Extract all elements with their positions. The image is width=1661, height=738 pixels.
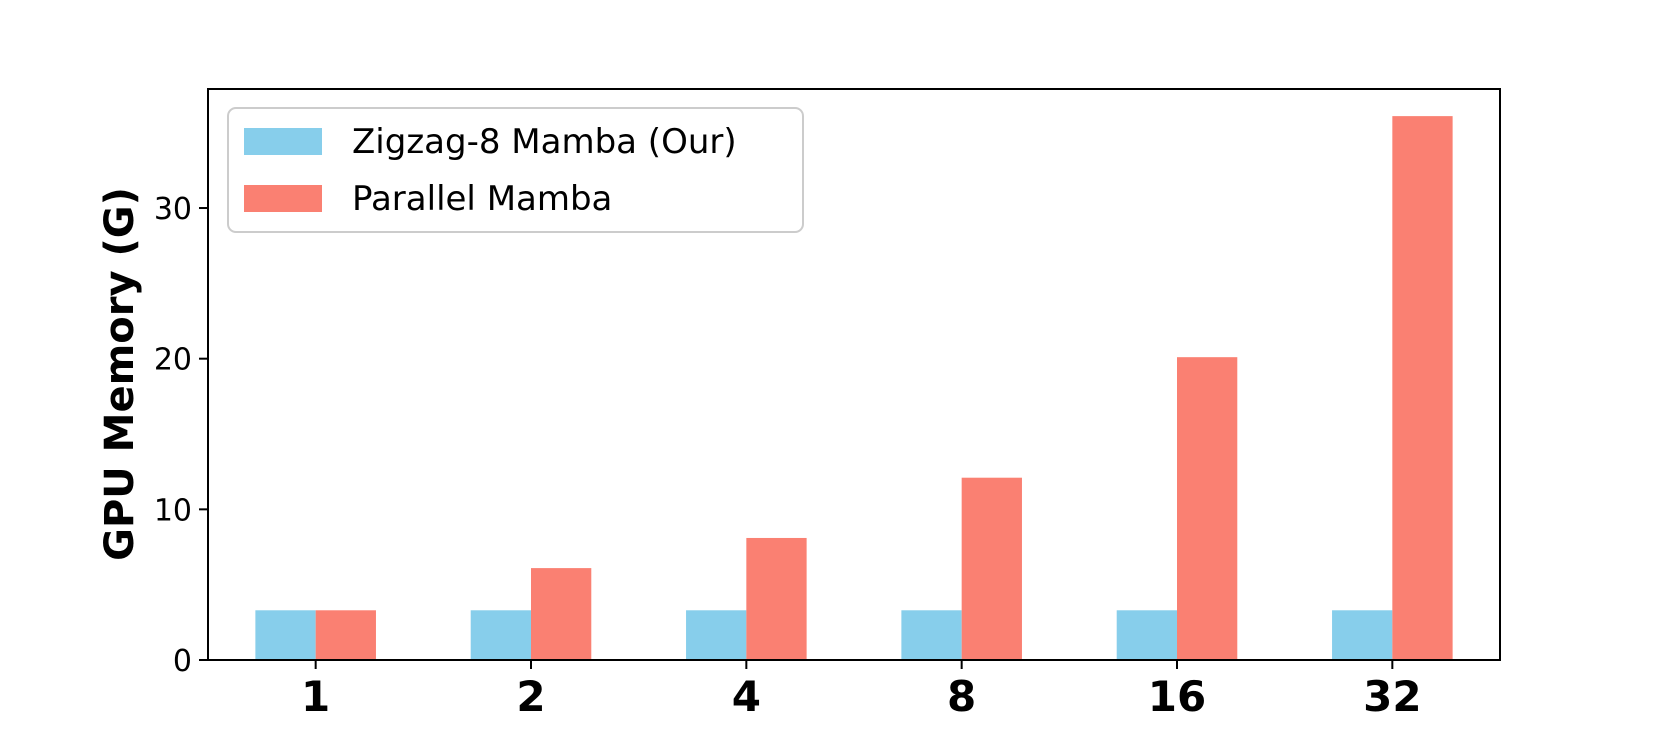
legend-swatch [244, 185, 322, 212]
bar-zigzag-32 [1332, 610, 1393, 660]
bars-layer [255, 116, 1453, 661]
bar-zigzag-4 [686, 610, 747, 660]
x-tick-label: 1 [301, 672, 330, 721]
legend-label: Zigzag-8 Mamba (Our) [352, 122, 737, 162]
bar-parallel-16 [1177, 357, 1238, 660]
plot-area-frame [207, 88, 1501, 661]
x-axis: 1 2 4 8 16 32 [301, 660, 1422, 721]
x-tick-label: 2 [516, 672, 545, 721]
legend: Zigzag-8 Mamba (Our) Parallel Mamba [227, 107, 804, 233]
y-axis: 0 10 20 30 [154, 192, 208, 679]
bar-zigzag-2 [470, 610, 531, 660]
x-tick-label: 32 [1363, 672, 1421, 721]
bar-zigzag-8 [901, 610, 962, 660]
bar-parallel-2 [531, 568, 592, 660]
y-tick-label: 20 [154, 343, 192, 378]
legend-label: Parallel Mamba [352, 179, 612, 219]
y-tick-label: 10 [154, 493, 192, 528]
bar-zigzag-1 [255, 610, 316, 660]
bar-zigzag-16 [1116, 610, 1177, 660]
legend-swatch [244, 128, 322, 155]
bar-parallel-8 [961, 477, 1022, 660]
bar-parallel-4 [746, 537, 807, 660]
y-tick-label: 30 [154, 192, 192, 227]
y-axis-label: GPU Memory (G) [97, 187, 143, 561]
legend-box [227, 107, 804, 233]
bar-parallel-1 [315, 610, 376, 660]
bar-parallel-32 [1392, 116, 1453, 661]
y-tick-label: 0 [173, 644, 192, 679]
x-tick-label: 16 [1148, 672, 1206, 721]
x-tick-label: 8 [947, 672, 976, 721]
x-tick-label: 4 [732, 672, 761, 721]
